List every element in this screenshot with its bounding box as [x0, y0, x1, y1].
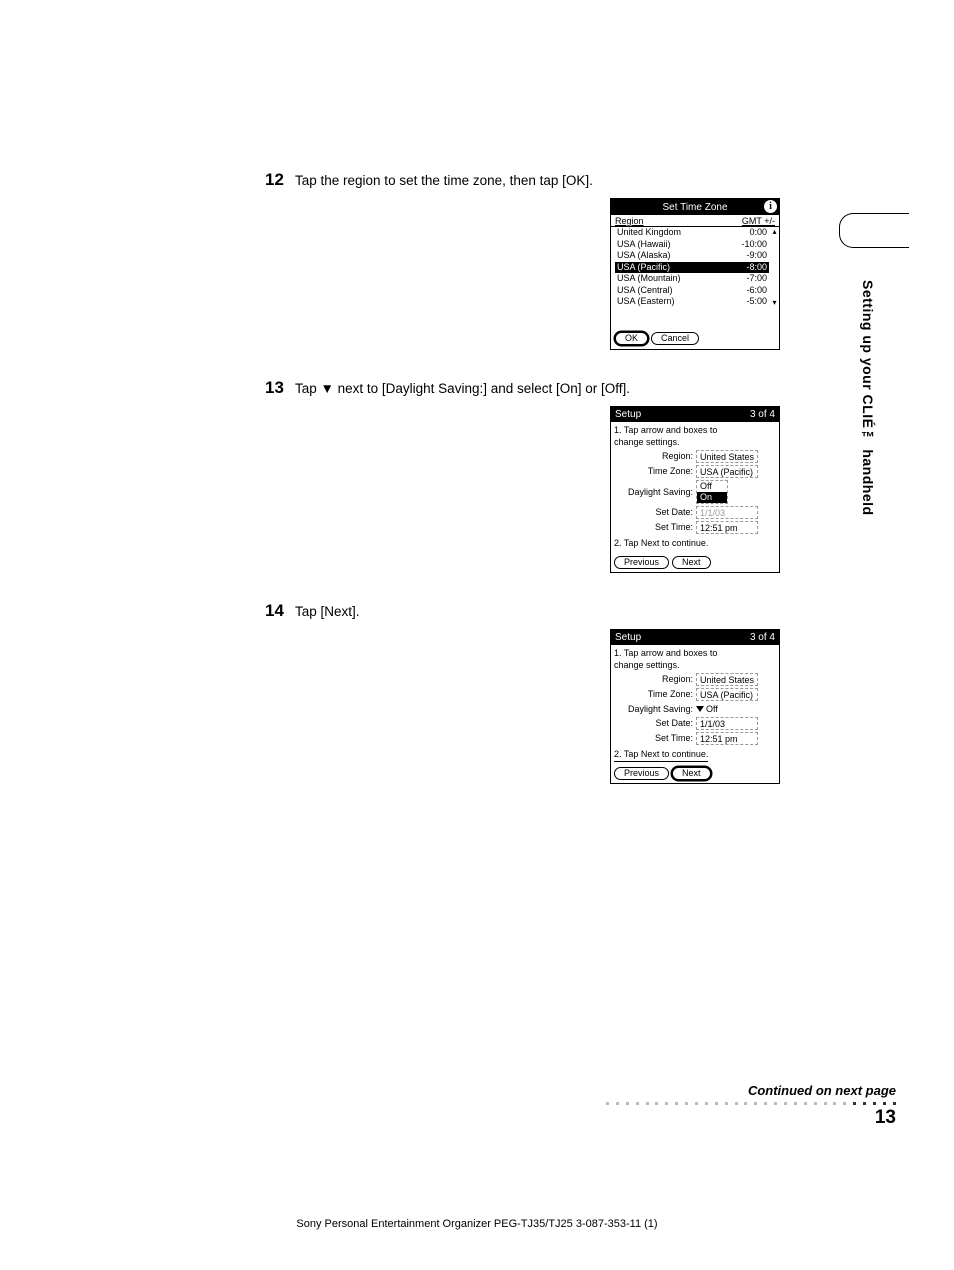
pda-titlebar: Setup 3 of 4: [611, 407, 779, 422]
timezone-value[interactable]: USA (Pacific): [696, 465, 758, 478]
tz-row[interactable]: USA (Eastern)-5:00: [615, 296, 769, 308]
tz-row[interactable]: USA (Mountain)-7:00: [615, 273, 769, 285]
daylight-value: Off: [706, 703, 718, 715]
timezone-label: Time Zone:: [614, 688, 696, 700]
step-text: Tap the region to set the time zone, the…: [295, 173, 593, 188]
instruction-line: change settings.: [614, 436, 776, 448]
next-button[interactable]: Next: [672, 767, 711, 780]
timezone-label: Time Zone:: [614, 465, 696, 477]
date-label: Set Date:: [614, 506, 696, 518]
ok-button[interactable]: OK: [615, 332, 648, 345]
pda-title: Set Time Zone: [662, 202, 727, 213]
pda-titlebar: Set Time Zone i: [611, 199, 779, 215]
dots-divider: [606, 1102, 896, 1105]
region-label: Region:: [614, 673, 696, 685]
option-on[interactable]: On: [697, 492, 727, 503]
date-label: Set Date:: [614, 717, 696, 729]
date-value[interactable]: 1/1/03: [696, 506, 758, 519]
footer-text: Sony Personal Entertainment Organizer PE…: [0, 1218, 954, 1230]
step-14: 14 Tap [Next].: [265, 601, 875, 621]
tz-row[interactable]: USA (Central)-6:00: [615, 285, 769, 297]
col-gmt: GMT +/-: [742, 216, 775, 226]
screenshot-setup-daylight: Setup 3 of 4 1. Tap arrow and boxes to c…: [610, 406, 780, 573]
dropdown-arrow-icon[interactable]: [696, 706, 704, 712]
date-value[interactable]: 1/1/03: [696, 717, 758, 730]
region-value[interactable]: United States: [696, 673, 758, 686]
instruction-line: 1. Tap arrow and boxes to: [614, 424, 776, 436]
daylight-label: Daylight Saving:: [614, 703, 696, 715]
option-off[interactable]: Off: [697, 481, 727, 492]
time-label: Set Time:: [614, 732, 696, 744]
tz-row[interactable]: USA (Alaska)-9:00: [615, 250, 769, 262]
instruction-line: 1. Tap arrow and boxes to: [614, 647, 776, 659]
tz-header-row: Region GMT +/-: [611, 215, 779, 227]
tz-row-selected[interactable]: USA (Pacific)-8:00: [615, 262, 769, 274]
time-value[interactable]: 12:51 pm: [696, 732, 758, 745]
daylight-label: Daylight Saving:: [614, 486, 696, 498]
setup-progress: 3 of 4: [750, 409, 775, 420]
previous-button[interactable]: Previous: [614, 556, 669, 569]
step-number: 13: [265, 378, 289, 398]
side-section-label: Setting up your CLIÉ™ handheld: [860, 280, 876, 516]
daylight-dropdown[interactable]: Off On: [696, 480, 728, 504]
side-tab: [839, 213, 909, 248]
tz-row[interactable]: USA (Hawaii)-10:00: [615, 239, 769, 251]
continued-block: Continued on next page 13: [606, 1083, 896, 1129]
region-value[interactable]: United States: [696, 450, 758, 463]
cancel-button[interactable]: Cancel: [651, 332, 699, 345]
pda-titlebar: Setup 3 of 4: [611, 630, 779, 645]
previous-button[interactable]: Previous: [614, 767, 669, 780]
col-region: Region: [615, 216, 742, 226]
page-number: 13: [606, 1107, 896, 1129]
next-button[interactable]: Next: [672, 556, 711, 569]
step-13: 13 Tap ▼ next to [Daylight Saving:] and …: [265, 378, 875, 398]
info-icon[interactable]: i: [764, 200, 777, 213]
step-12: 12 Tap the region to set the time zone, …: [265, 170, 875, 190]
time-label: Set Time:: [614, 521, 696, 533]
screenshot-setup-next: Setup 3 of 4 1. Tap arrow and boxes to c…: [610, 629, 780, 784]
instruction-line: change settings.: [614, 659, 776, 671]
region-label: Region:: [614, 450, 696, 462]
setup-title: Setup: [615, 409, 750, 420]
instruction-line-2: 2. Tap Next to continue.: [614, 538, 708, 548]
screenshot-set-time-zone: Set Time Zone i Region GMT +/- ▴ United …: [610, 198, 780, 350]
tz-row[interactable]: United Kingdom0:00: [615, 227, 769, 239]
continued-text: Continued on next page: [606, 1083, 896, 1098]
step-text: Tap [Next].: [295, 604, 360, 619]
step-number: 14: [265, 601, 289, 621]
timezone-value[interactable]: USA (Pacific): [696, 688, 758, 701]
scroll-up-icon[interactable]: ▴: [771, 228, 778, 236]
time-value[interactable]: 12:51 pm: [696, 521, 758, 534]
tz-list: ▴ United Kingdom0:00 USA (Hawaii)-10:00 …: [611, 227, 779, 310]
step-number: 12: [265, 170, 289, 190]
setup-progress: 3 of 4: [750, 632, 775, 643]
scroll-down-icon[interactable]: ▾: [771, 299, 778, 307]
instruction-line-2: 2. Tap Next to continue.: [614, 749, 708, 762]
step-text: Tap ▼ next to [Daylight Saving:] and sel…: [295, 381, 630, 396]
setup-title: Setup: [615, 632, 750, 643]
